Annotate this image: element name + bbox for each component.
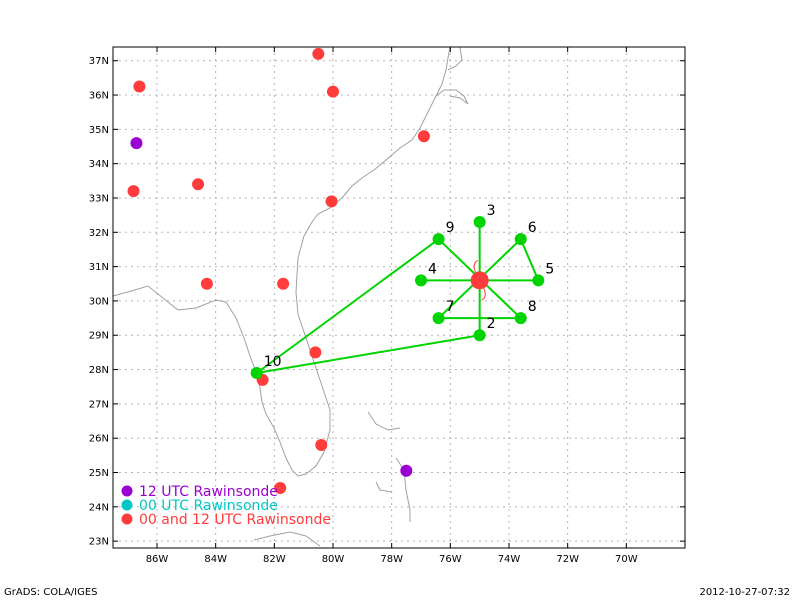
axis-ticks: 86W 84W 82W 80W 78W 76W 74W 72W 70W 23N 24N 25N 26N 2… [89,47,685,565]
grid-lines [113,47,685,548]
y-tick-label: 31N [89,262,109,273]
bahamas-abaco [395,457,411,522]
dropsonde-point-8 [514,312,527,325]
dropsonde-label-7: 7 [446,299,455,315]
y-tick-label: 34N [89,159,109,170]
red-station-marker [274,481,287,494]
red-station-marker [327,85,339,98]
dropsonde-label-8: 8 [528,299,537,315]
legend-marker [121,513,133,525]
y-tick-label: 33N [89,193,109,204]
bahamas-andros [367,411,401,431]
storm-symbol-arm-top [473,259,478,273]
red-station-marker [309,346,322,359]
delmarva-shore [447,47,463,71]
purple-station-marker [130,137,143,150]
legend-label: 00 and 12 UTC Rawinsonde [139,512,331,528]
red-station-marker [192,178,205,191]
x-tick-label: 86W [146,554,169,565]
red-station-marker [325,195,338,208]
footer-left: GrADS: COLA/IGES [4,587,98,598]
red-station-marker [200,277,213,290]
legend-label: 12 UTC Rawinsonde [139,484,278,500]
cuba-coast [253,531,321,547]
red-station-marker [417,130,430,143]
chesapeake-shore [435,89,469,105]
x-tick-label: 76W [439,554,462,565]
dropsonde-point-7 [432,312,445,325]
flight-track-segment [519,238,540,281]
legend-label: 00 UTC Rawinsonde [139,498,278,514]
purple-station-marker [400,464,413,477]
y-tick-label: 26N [89,434,109,445]
dropsonde-label-2: 2 [487,316,496,332]
bahamas-exuma [375,481,393,493]
y-tick-label: 35N [89,125,109,136]
y-tick-label: 23N [89,537,109,548]
legend-marker [121,499,133,511]
dropsonde-label-9: 9 [446,220,455,236]
storm-symbol-arm-bottom [481,288,486,301]
x-tick-label: 74W [498,554,521,565]
flight-track-segment [256,334,480,374]
x-tick-label: 82W [263,554,286,565]
y-tick-label: 28N [89,365,109,376]
dropsonde-point-3 [473,216,486,229]
dropsonde-label-5: 5 [545,261,554,277]
dropsonde-point-2 [473,329,486,342]
y-tick-label: 32N [89,228,109,239]
storm-center-marker [470,271,489,290]
footer-right: 2012-10-27-07:32 [699,587,790,598]
y-tick-label: 25N [89,468,109,479]
dropsonde-point-5 [532,274,545,287]
station-markers: 2 3 4 5 6 7 8 9 10 [127,47,554,494]
flight-track-segment [256,238,440,374]
x-tick-label: 80W [322,554,345,565]
red-station-marker [315,439,328,452]
y-tick-label: 27N [89,399,109,410]
dropsonde-label-3: 3 [487,203,496,219]
dropsonde-label-6: 6 [528,220,537,236]
dropsonde-point-9 [432,233,445,246]
dropsonde-point-6 [514,233,527,246]
legend-marker [121,485,133,497]
red-station-marker [277,277,290,290]
red-station-marker [127,185,140,198]
y-tick-label: 37N [89,56,109,67]
y-tick-label: 29N [89,331,109,342]
x-tick-label: 78W [380,554,403,565]
x-tick-label: 72W [556,554,579,565]
x-tick-label: 70W [615,554,638,565]
y-tick-label: 24N [89,502,109,513]
plot-frame [112,46,686,549]
red-station-marker [133,80,146,93]
dropsonde-point-4 [415,274,427,287]
us-east-coastline [113,47,451,477]
dropsonde-label-10: 10 [264,354,282,370]
dropsonde-label-4: 4 [428,261,437,277]
red-station-marker [312,47,325,60]
dropsonde-point-10 [250,366,263,379]
x-tick-label: 84W [204,554,227,565]
y-tick-label: 30N [89,296,109,307]
y-tick-label: 36N [89,91,109,102]
coastline [113,47,469,547]
